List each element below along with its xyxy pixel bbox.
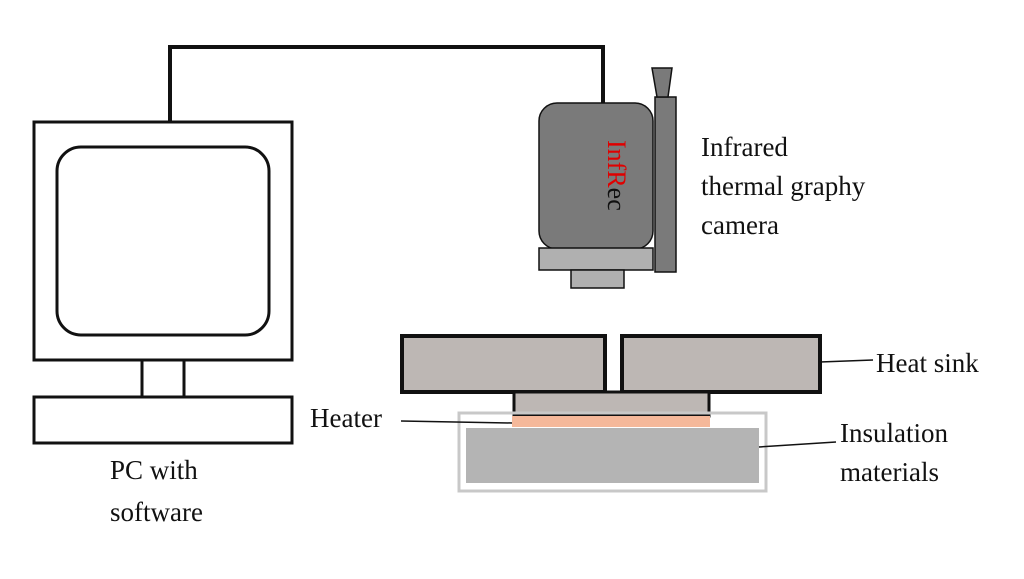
camera-mount-bar [654,96,677,273]
camera-brand-part1: Inf [602,140,631,171]
pc-label-line1: PC with [110,455,198,485]
heat-sink-leader-line [819,359,874,363]
camera-brand-text: InfRec [602,140,631,211]
heater-label: Heater [310,403,382,433]
insulation-outline [457,411,768,493]
insulation-leader-line [758,441,837,448]
camera-brand-part2: R [602,170,631,188]
heater-leader-line [400,420,513,424]
camera-base-plate [538,247,654,271]
camera-label-line2: thermal graphy [701,171,866,201]
camera-label-line3: camera [701,210,779,240]
monitor-screen [55,145,271,337]
camera-brand-part3: ec [602,188,631,211]
heat-sink [400,334,822,418]
camera-lens [570,269,625,289]
heater-element [512,416,710,427]
pc-label-line2: software [110,497,203,527]
insulation-label-line2: materials [840,457,939,487]
heat-sink-label: Heat sink [876,348,979,378]
camera-label-line1: Infrared [701,132,788,162]
infrared-camera: InfRec [538,67,677,289]
insulation-label-line1: Insulation [840,418,948,448]
insulation-fill [466,428,759,483]
pc-monitor [32,120,294,445]
insulation [457,411,768,493]
pc-base [32,395,294,445]
camera-viewfinder [651,67,673,98]
heat-sink-right-block [620,334,822,394]
camera-body [538,102,654,250]
heat-sink-left-block [400,334,607,394]
connection-cable [168,45,605,122]
monitor-stand [140,358,186,399]
